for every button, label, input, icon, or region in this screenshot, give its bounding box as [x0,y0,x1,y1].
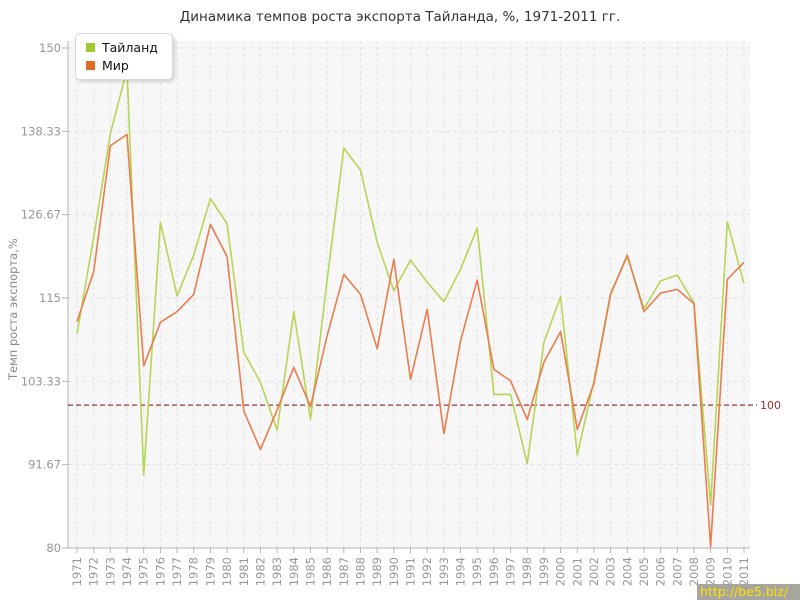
x-tick-label: 1984 [287,557,301,586]
x-tick-label: 1997 [504,557,518,586]
x-tick-label: 1979 [203,557,217,586]
x-tick-label: 1985 [303,557,317,586]
x-tick-label: 2011 [737,557,751,586]
x-tick-label: 2006 [654,557,668,586]
y-tick-label: 91.67 [28,458,61,472]
reference-line-label: 100 [760,399,781,412]
series-line-1 [76,133,745,548]
y-tick-label: 138.33 [21,124,61,138]
x-tick-label: 1980 [220,557,234,586]
legend-item[interactable]: Тайланд [86,40,158,55]
x-tick-label: 1988 [353,557,367,586]
legend-swatch-icon [86,61,95,70]
x-tick-label: 1994 [454,557,468,586]
x-tick-label: 1999 [537,557,551,586]
x-tick-label: 2001 [570,557,584,586]
y-tick-label: 103.33 [21,374,61,388]
x-tick-label: 1971 [70,557,84,586]
x-tick-label: 1983 [270,557,284,586]
x-tick-label: 1982 [253,557,267,586]
x-tick-label: 1998 [520,557,534,586]
legend-item-label: Тайланд [102,40,158,55]
x-tick-label: 2010 [720,557,734,586]
x-tick-label: 1975 [137,557,151,586]
y-tick-label: 80 [46,541,61,555]
x-tick-label: 1977 [170,557,184,586]
x-tick-label: 1989 [370,557,384,586]
x-tick-label: 2003 [604,557,618,586]
y-tick-label: 126.67 [21,208,61,222]
y-tick-label: 115 [39,291,61,305]
x-tick-label: 1978 [187,557,201,586]
x-tick-label: 1974 [120,557,134,586]
legend: Тайланд Мир [75,33,173,80]
x-tick-label: 1990 [387,557,401,586]
legend-item-label: Мир [102,58,129,73]
legend-item[interactable]: Мир [86,58,158,73]
y-axis-title: Темп роста экспорта,% [6,238,20,380]
x-tick-label: 2002 [587,557,601,586]
x-tick-label: 2005 [637,557,651,586]
watermark-link[interactable]: http://be5.biz/ [697,584,800,600]
x-tick-label: 2007 [670,557,684,586]
x-tick-label: 1992 [420,557,434,586]
x-tick-label: 1987 [337,557,351,586]
chart-title: Динамика темпов роста экспорта Тайланда,… [179,9,621,25]
legend-swatch-icon [86,43,95,52]
x-tick-label: 2009 [704,557,718,586]
x-tick-label: 2008 [687,557,701,586]
x-tick-label: 1973 [103,557,117,586]
x-tick-label: 1972 [87,557,101,586]
x-tick-label: 1986 [320,557,334,586]
x-tick-label: 1995 [470,557,484,586]
x-tick-label: 1981 [237,557,251,586]
x-tick-label: 2000 [554,557,568,586]
x-tick-label: 1996 [487,557,501,586]
x-tick-label: 2004 [620,557,634,586]
x-tick-label: 1976 [153,557,167,586]
y-tick-label: 150 [39,41,61,55]
plot-background [68,41,750,548]
x-tick-label: 1991 [404,557,418,586]
x-tick-label: 1993 [437,557,451,586]
